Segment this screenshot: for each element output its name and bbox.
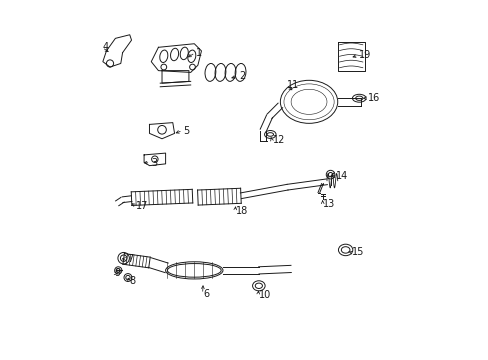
Text: 14: 14 <box>335 171 347 181</box>
Text: 17: 17 <box>136 201 148 211</box>
Text: 10: 10 <box>258 291 270 301</box>
Text: 18: 18 <box>235 206 247 216</box>
Text: 5: 5 <box>183 126 189 135</box>
Text: 6: 6 <box>203 289 209 299</box>
Text: 19: 19 <box>359 50 371 60</box>
Text: 1: 1 <box>196 48 202 58</box>
Ellipse shape <box>165 262 223 279</box>
Text: 4: 4 <box>102 42 109 52</box>
Text: 7: 7 <box>126 254 133 264</box>
Text: 2: 2 <box>239 71 245 81</box>
Text: 11: 11 <box>286 80 299 90</box>
Text: 12: 12 <box>272 135 285 145</box>
Text: 3: 3 <box>151 158 157 168</box>
Text: 15: 15 <box>351 247 364 257</box>
Text: 13: 13 <box>323 199 335 210</box>
Text: 8: 8 <box>129 276 136 286</box>
Text: 9: 9 <box>115 268 121 278</box>
Text: 16: 16 <box>367 93 380 103</box>
